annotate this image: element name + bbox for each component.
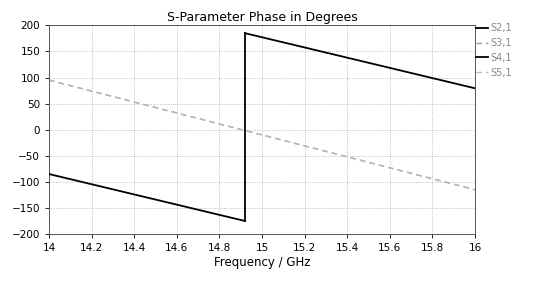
Title: S-Parameter Phase in Degrees: S-Parameter Phase in Degrees [167,11,358,24]
X-axis label: Frequency / GHz: Frequency / GHz [214,256,310,269]
Legend: S2,1, S3,1, S4,1, S5,1: S2,1, S3,1, S4,1, S5,1 [476,23,512,78]
